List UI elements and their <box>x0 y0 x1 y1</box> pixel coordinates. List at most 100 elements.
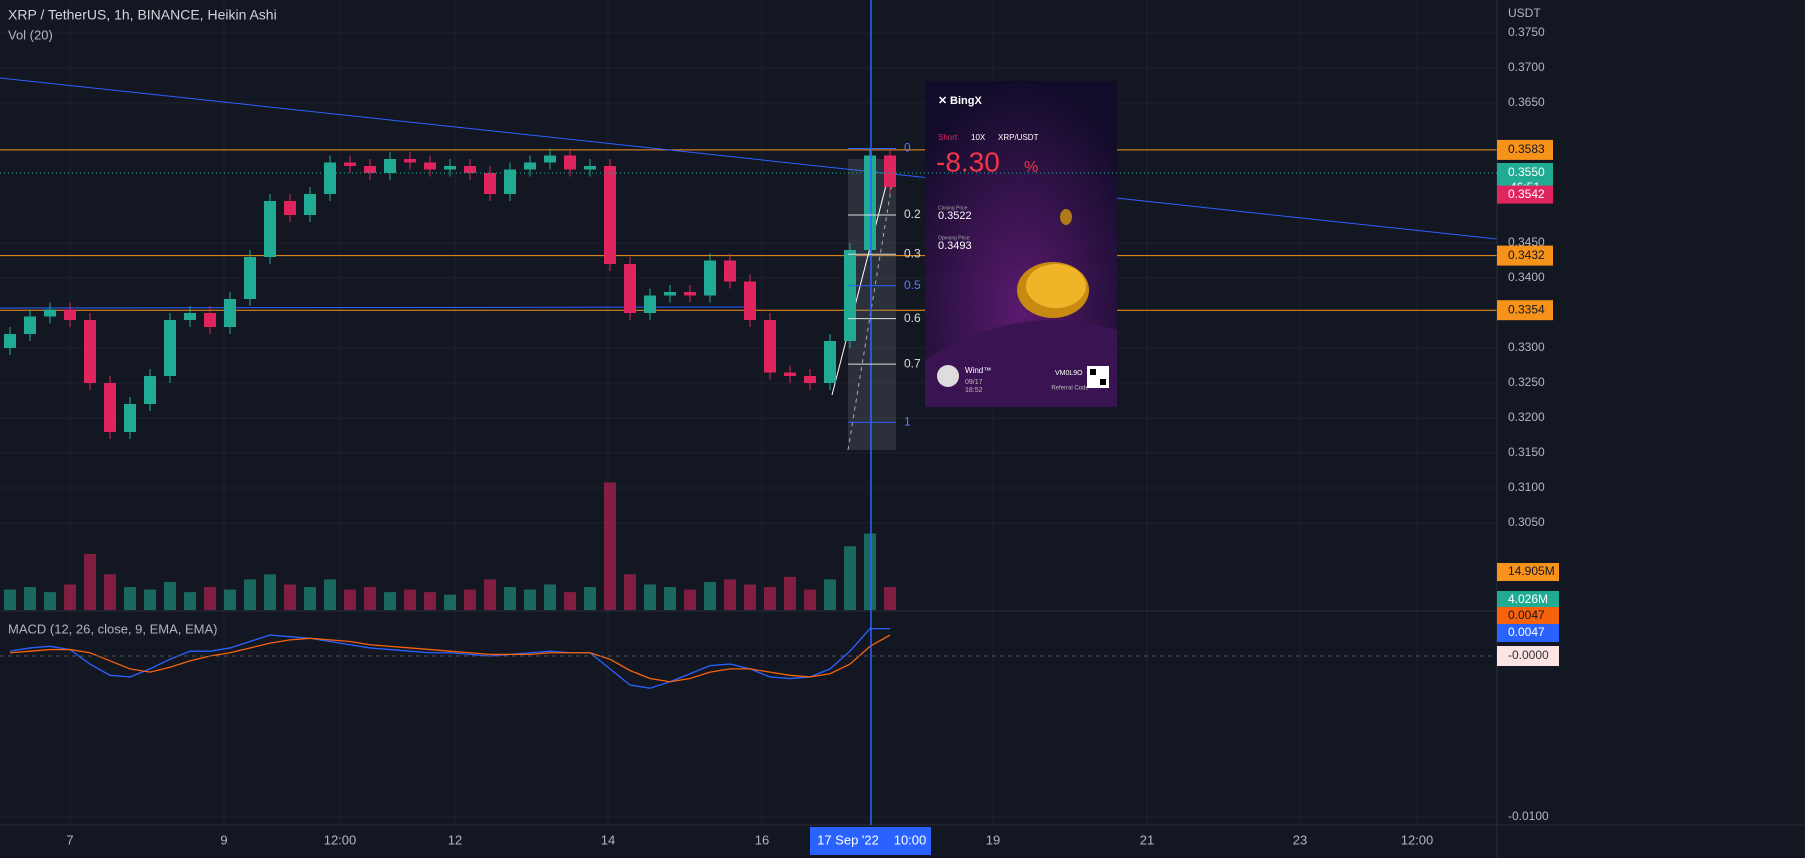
prev-close-box <box>1497 185 1553 204</box>
card-user: Wind™ <box>965 366 991 375</box>
candle-body <box>644 295 656 313</box>
volume-title: Vol (20) <box>8 27 53 42</box>
coin-face <box>1026 264 1086 308</box>
candle-body <box>624 264 636 313</box>
volume-bar <box>124 587 136 610</box>
candle-body <box>884 155 896 187</box>
volume-bar <box>744 584 756 610</box>
candle-body <box>144 376 156 404</box>
symbol-title: XRP / TetherUS, 1h, BINANCE, Heikin Ashi <box>8 7 277 23</box>
label-box <box>1497 624 1559 642</box>
candle-body <box>584 166 596 170</box>
candle-body <box>684 292 696 296</box>
cursor-time: 10:00 <box>894 832 927 847</box>
macd-line <box>9 627 890 689</box>
volume-bar <box>264 574 276 610</box>
brand-logo: ✕ <box>938 95 947 107</box>
volume-bar <box>24 587 36 610</box>
volume-bar <box>804 589 816 610</box>
candle-body <box>464 166 476 173</box>
signal-line <box>9 634 891 683</box>
volume-bar <box>164 581 176 610</box>
volume-bar <box>324 579 336 610</box>
y-tick-label: 0.3050 <box>1508 515 1545 529</box>
candle-body <box>164 320 176 376</box>
volume-bar <box>544 584 556 610</box>
label-box <box>1497 591 1559 609</box>
opening-label: Opening Price <box>938 235 970 241</box>
currency: USDT <box>1508 6 1541 20</box>
volume-bar <box>784 576 796 610</box>
volume-bar <box>844 546 856 610</box>
cursor-date-box <box>810 827 931 855</box>
candle-body <box>564 155 576 170</box>
volume-bar <box>564 592 576 610</box>
volume-bar <box>724 579 736 610</box>
volume-bar <box>644 584 656 610</box>
y-tick-label: 0.3750 <box>1508 25 1545 39</box>
label-box <box>1497 563 1559 581</box>
qr-code <box>1090 369 1096 375</box>
x-tick-label: 23 <box>1293 832 1307 847</box>
candle-body <box>64 309 76 320</box>
candle-body <box>824 341 836 383</box>
volume-bar <box>864 533 876 610</box>
fib-label: 0 <box>904 141 911 155</box>
x-tick-label: 12:00 <box>1401 832 1434 847</box>
candle-body <box>664 292 676 296</box>
volume-bar <box>504 587 516 610</box>
volume-bar <box>384 592 396 610</box>
card-pair: XRP/USDT <box>998 133 1039 142</box>
series <box>4 148 896 689</box>
candle-body <box>704 260 716 296</box>
candle-body <box>604 166 616 264</box>
volume-bar <box>444 594 456 610</box>
candle-body <box>804 376 816 383</box>
y-tick-label: 0.3150 <box>1508 445 1545 459</box>
volume-bar <box>104 574 116 610</box>
macd-tick-label: -0.0000 <box>1508 648 1549 662</box>
pane-label: 0.0047 <box>1508 608 1545 622</box>
y-tick-label: 0.3100 <box>1508 480 1545 494</box>
card-date: 09/17 <box>965 379 983 386</box>
candle-body <box>124 404 136 432</box>
candle-body <box>304 194 316 215</box>
candle-body <box>744 281 756 320</box>
card-pnl: -8.30 <box>936 146 1000 177</box>
volume-bar <box>344 589 356 610</box>
level-box <box>1497 245 1553 266</box>
card-time: 18:52 <box>965 387 983 394</box>
volume-bar <box>284 584 296 610</box>
volume-bar <box>584 587 596 610</box>
candle-body <box>504 169 516 194</box>
y-tick-label: 0.3250 <box>1508 375 1545 389</box>
candle-body <box>104 383 116 432</box>
x-tick-label: 7 <box>66 832 73 847</box>
candle-body <box>404 159 416 163</box>
fib-label: 0.2 <box>904 207 921 221</box>
candle-body <box>724 260 736 282</box>
candle-body <box>364 166 376 173</box>
fib-label: 0.6 <box>904 311 921 325</box>
candle-body <box>384 159 396 173</box>
volume-bar <box>144 589 156 610</box>
label-box <box>1497 607 1559 625</box>
candle-body <box>24 316 36 334</box>
pane-label: 4.026M <box>1508 592 1548 606</box>
volume-bar <box>704 581 716 610</box>
volume-bar <box>244 579 256 610</box>
fib-label: 0.7 <box>904 356 921 370</box>
volume-bar <box>64 584 76 610</box>
card-code: VM0L9O <box>1055 370 1083 377</box>
x-tick-label: 16 <box>755 832 769 847</box>
fib-label: 0.3 <box>904 246 921 260</box>
level-box <box>1497 139 1553 160</box>
volume-bar <box>84 553 96 610</box>
macd-tick-label: -0.0100 <box>1508 809 1549 823</box>
volume-bar <box>204 587 216 610</box>
x-tick-label: 21 <box>1140 832 1154 847</box>
card-side: Short <box>938 133 958 142</box>
card-planet <box>925 320 1117 407</box>
y-tick-label: 0.3200 <box>1508 410 1545 424</box>
